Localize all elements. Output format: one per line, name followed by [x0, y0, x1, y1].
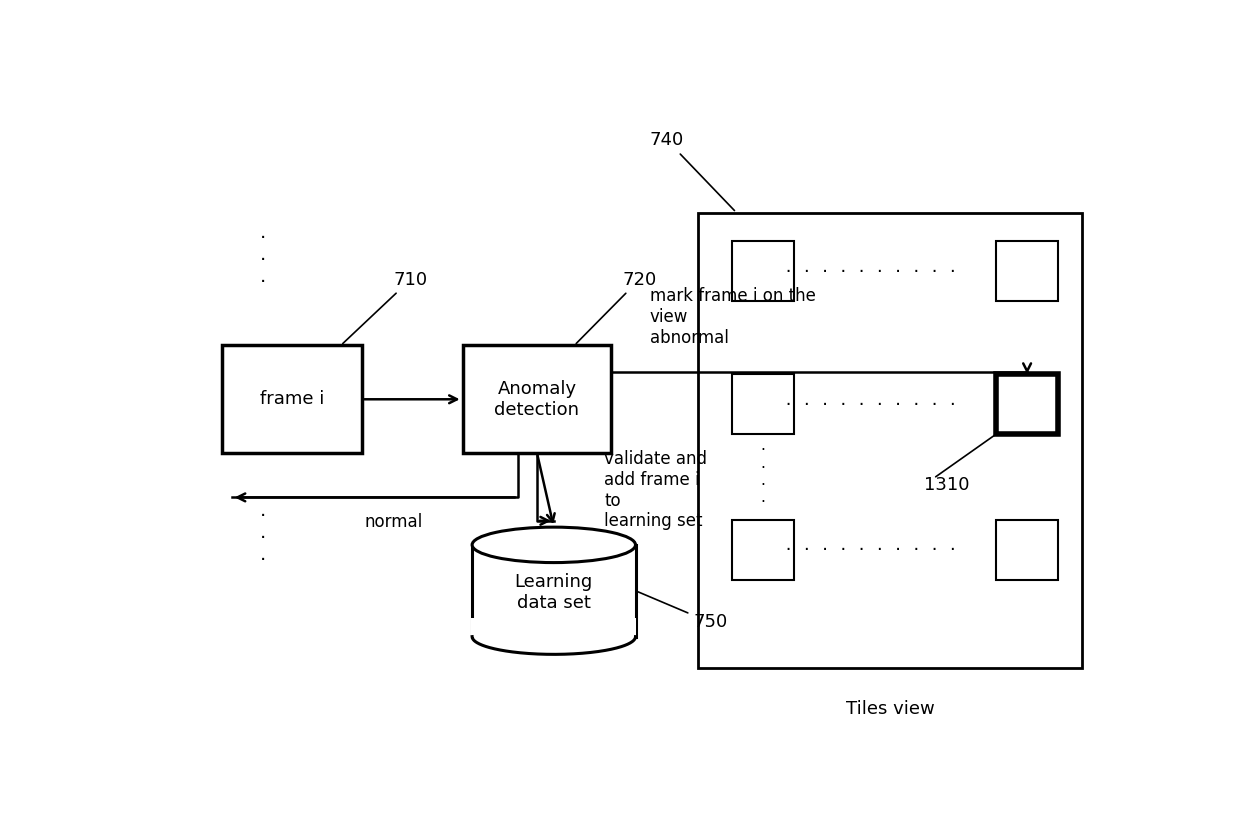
Text: · · · · · · · · · ·: · · · · · · · · · ·	[784, 264, 957, 279]
Text: 740: 740	[650, 132, 734, 210]
Text: validate and
add frame i
to
learning set: validate and add frame i to learning set	[604, 450, 707, 530]
Text: 720: 720	[577, 270, 656, 344]
Bar	[732, 374, 794, 434]
Text: 1310: 1310	[924, 476, 970, 494]
Bar	[222, 345, 362, 453]
Text: 750: 750	[639, 592, 728, 631]
Bar	[472, 545, 635, 636]
Text: ·
·
·
·: · · · ·	[760, 443, 765, 510]
Ellipse shape	[472, 527, 635, 562]
Text: Tiles view: Tiles view	[846, 700, 935, 718]
Bar	[698, 213, 1083, 668]
Bar	[471, 617, 636, 636]
Bar	[996, 520, 1058, 580]
Bar	[996, 374, 1058, 434]
Text: · · · · · · · · · ·: · · · · · · · · · ·	[784, 396, 957, 412]
Text: Anomaly
detection: Anomaly detection	[495, 380, 579, 418]
Text: ·
·
·: · · ·	[260, 507, 267, 570]
Text: frame i: frame i	[259, 390, 324, 409]
Text: Learning
data set: Learning data set	[515, 573, 593, 612]
Bar	[732, 520, 794, 580]
Text: mark frame i on the
view
abnormal: mark frame i on the view abnormal	[650, 288, 816, 347]
Bar	[732, 241, 794, 301]
Text: normal: normal	[365, 513, 423, 531]
Bar	[996, 241, 1058, 301]
Text: · · · · · · · · · ·: · · · · · · · · · ·	[784, 543, 957, 557]
Text: 710: 710	[342, 270, 428, 344]
Text: ·
·
·: · · ·	[260, 229, 267, 292]
Bar	[463, 345, 611, 453]
